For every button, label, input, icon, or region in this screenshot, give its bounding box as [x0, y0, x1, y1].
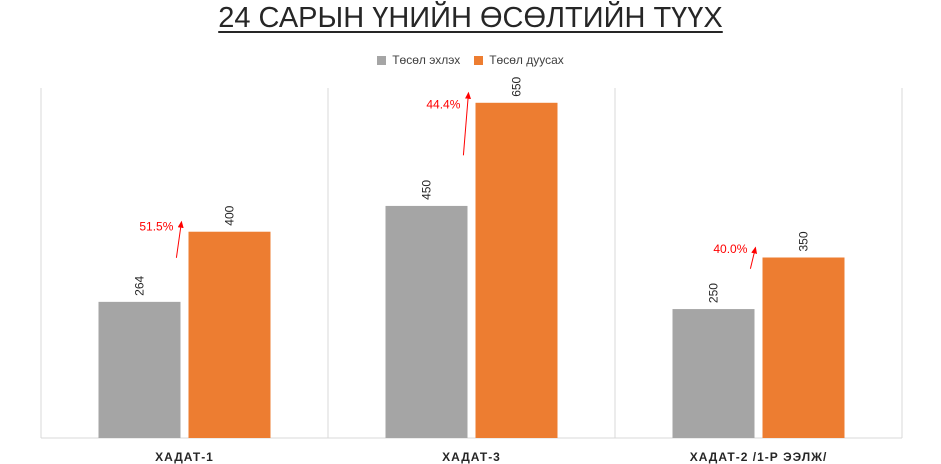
data-label-series-2: 650: [510, 76, 524, 96]
x-tick-label: ХАДАТ-2 /1-Р ЭЭЛЖ/: [690, 450, 828, 464]
chart-title-text: 24 САРЫН ҮНИЙН ӨСӨЛТИЙН ТҮҮХ: [218, 2, 723, 34]
x-tick-label: ХАДАТ-1: [155, 450, 214, 464]
bar-series-1: [98, 301, 181, 438]
bar-series-2: [475, 102, 558, 439]
legend-swatch-series-1: [377, 55, 387, 65]
legend-label-series-1: Төсөл эхлэх: [392, 53, 461, 67]
growth-arrow: [462, 91, 472, 156]
growth-label: 44.4%: [426, 97, 460, 111]
data-label-series-1: 450: [420, 180, 434, 200]
legend-item-series-1: Төсөл эхлэх: [377, 53, 460, 67]
chart-title: 24 САРЫН ҮНИЙН ӨСӨЛТИЙН ТҮҮХ: [0, 2, 941, 35]
growth-arrow: [749, 246, 758, 269]
growth-label: 40.0%: [713, 242, 747, 256]
legend: Төсөл эхлэх Төсөл дуусах: [0, 53, 941, 67]
bar-series-1: [672, 309, 755, 438]
data-label-series-2: 400: [223, 205, 237, 225]
data-label-series-2: 350: [797, 231, 811, 251]
growth-label: 51.5%: [139, 220, 173, 234]
bar-series-2: [762, 257, 845, 438]
legend-swatch-series-2: [474, 55, 484, 65]
x-tick-label: ХАДАТ-3: [442, 450, 501, 464]
legend-item-series-2: Төсөл дуусах: [474, 53, 564, 67]
bar-series-1: [385, 205, 468, 438]
data-label-series-1: 264: [133, 276, 147, 296]
growth-arrow: [175, 220, 184, 258]
data-label-series-1: 250: [707, 283, 721, 303]
legend-label-series-2: Төсөл дуусах: [489, 53, 564, 67]
bar-series-2: [188, 231, 271, 438]
